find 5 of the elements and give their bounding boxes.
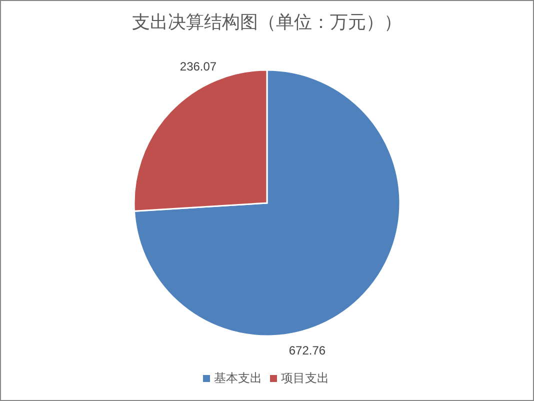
data-label: 236.07 [180,59,217,74]
data-label: 672.76 [288,344,326,358]
legend-label: 基本支出 [214,371,262,385]
chart-title: 支出决算结构图（单位：万元）） [132,12,402,32]
legend-label: 项目支出 [281,371,329,385]
